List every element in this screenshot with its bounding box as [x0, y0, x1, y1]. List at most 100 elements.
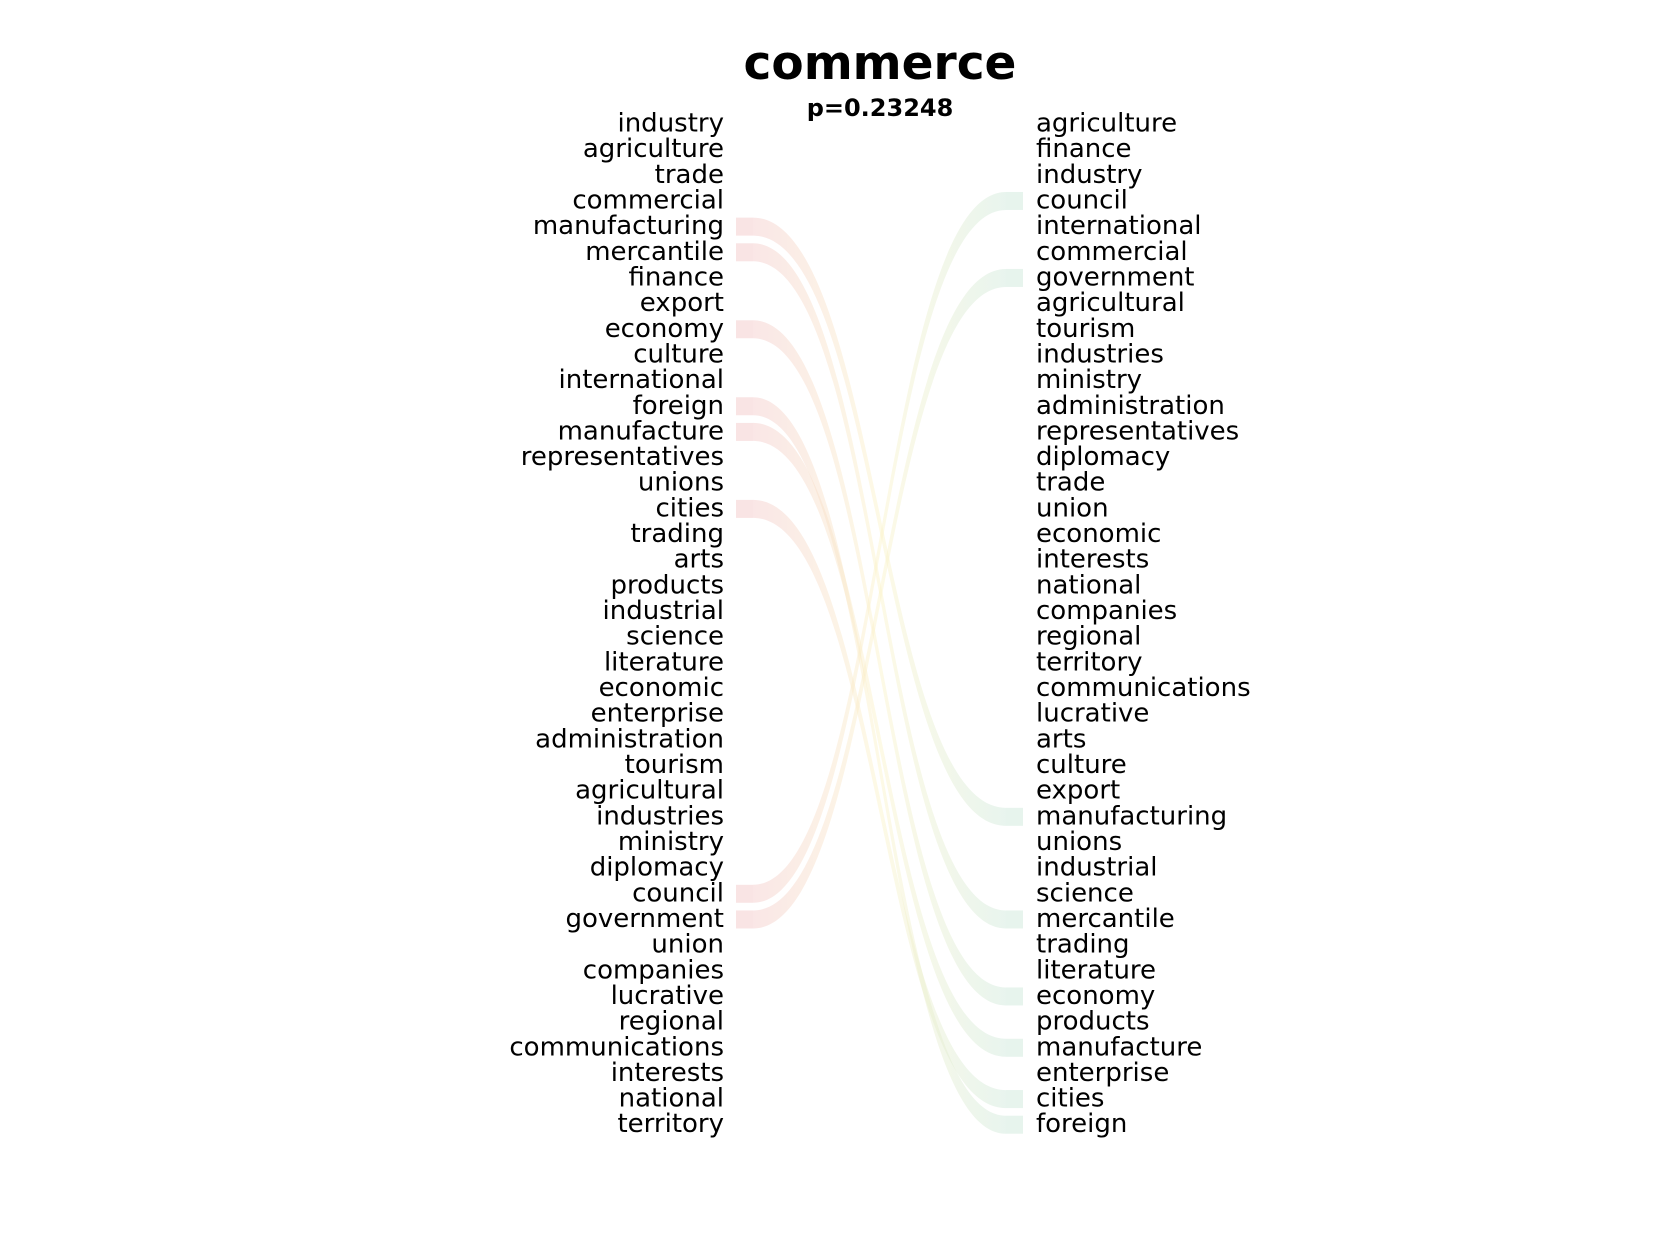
right-word-industry: industry [1036, 160, 1143, 190]
left-word-culture: culture [633, 339, 724, 369]
left-word-union: union [651, 930, 724, 960]
left-word-regional: regional [619, 1007, 724, 1037]
right-word-diplomacy: diplomacy [1036, 442, 1170, 472]
right-word-mercantile: mercantile [1036, 904, 1175, 934]
right-word-economic: economic [1036, 519, 1161, 549]
left-word-international: international [559, 365, 725, 395]
right-word-international: international [1036, 211, 1202, 241]
left-word-trade: trade [655, 160, 724, 190]
link-band-foreign [753, 397, 1006, 1134]
left-word-communications: communications [509, 1032, 724, 1062]
left-word-agricultural: agricultural [575, 776, 724, 806]
link-left-marker-manufacturing [736, 217, 753, 236]
link-band-manufacturing [753, 217, 1006, 826]
right-word-foreign: foreign [1036, 1109, 1127, 1139]
link-left-marker-cities [736, 499, 753, 518]
right-word-science: science [1036, 878, 1134, 908]
right-word-agriculture: agriculture [1036, 109, 1177, 139]
right-word-industrial: industrial [1036, 853, 1158, 883]
right-word-agricultural: agricultural [1036, 288, 1185, 318]
right-word-communications: communications [1036, 673, 1251, 703]
left-word-interests: interests [611, 1058, 724, 1088]
right-word-finance: finance [1036, 134, 1132, 164]
link-band-mercantile [753, 243, 1006, 929]
right-word-unions: unions [1036, 827, 1122, 857]
right-word-ministry: ministry [1036, 365, 1142, 395]
left-word-industrial: industrial [603, 596, 725, 626]
right-word-products: products [1036, 1007, 1150, 1037]
right-word-export: export [1036, 776, 1120, 806]
left-word-diplomacy: diplomacy [590, 853, 724, 883]
left-word-commercial: commercial [572, 185, 724, 215]
right-word-companies: companies [1036, 596, 1177, 626]
link-left-marker-government [736, 910, 753, 929]
link-right-marker-government [1006, 268, 1023, 287]
link-left-marker-mercantile [736, 243, 753, 262]
left-word-lucrative: lucrative [611, 981, 724, 1011]
link-right-marker-mercantile [1006, 910, 1023, 929]
right-word-list: agriculturefinanceindustrycouncilinterna… [1036, 109, 1251, 1140]
left-word-finance: finance [628, 262, 724, 292]
link-right-marker-manufacture [1006, 1038, 1023, 1057]
left-word-list: industryagriculturetradecommercialmanufa… [509, 109, 724, 1140]
left-word-arts: arts [674, 545, 724, 575]
left-word-national: national [619, 1084, 724, 1114]
right-word-tourism: tourism [1036, 314, 1135, 344]
right-word-regional: regional [1036, 622, 1141, 652]
left-word-products: products [610, 570, 724, 600]
link-right-marker-cities [1006, 1090, 1023, 1109]
left-word-companies: companies [583, 955, 724, 985]
left-word-representatives: representatives [521, 442, 724, 472]
link-band-government [753, 268, 1006, 929]
left-word-manufacture: manufacture [558, 416, 724, 446]
left-word-mercantile: mercantile [585, 237, 724, 267]
right-word-manufacturing: manufacturing [1036, 801, 1227, 831]
link-right-marker-council [1006, 191, 1023, 210]
link-right-marker-economy [1006, 987, 1023, 1006]
right-word-manufacture: manufacture [1036, 1032, 1202, 1062]
left-word-territory: territory [617, 1109, 724, 1139]
left-word-administration: administration [535, 724, 724, 754]
chart-title: commerce [744, 36, 1017, 91]
left-word-industry: industry [617, 109, 724, 139]
link-left-marker-foreign [736, 397, 753, 416]
right-word-administration: administration [1036, 391, 1225, 421]
rank-links [736, 191, 1023, 1134]
left-word-manufacturing: manufacturing [533, 211, 724, 241]
right-word-literature: literature [1036, 955, 1156, 985]
right-word-arts: arts [1036, 724, 1086, 754]
right-word-representatives: representatives [1036, 416, 1239, 446]
link-band-cities [753, 499, 1006, 1109]
left-word-science: science [626, 622, 724, 652]
left-word-industries: industries [596, 801, 724, 831]
link-left-marker-economy [736, 320, 753, 339]
link-left-marker-manufacture [736, 422, 753, 441]
right-word-lucrative: lucrative [1036, 699, 1149, 729]
link-right-marker-manufacturing [1006, 807, 1023, 826]
left-word-unions: unions [638, 468, 724, 498]
right-word-council: council [1036, 185, 1128, 215]
right-word-national: national [1036, 570, 1141, 600]
left-word-trading: trading [630, 519, 724, 549]
link-band-council [753, 191, 1006, 903]
right-word-industries: industries [1036, 339, 1164, 369]
left-word-enterprise: enterprise [591, 699, 724, 729]
right-word-trading: trading [1036, 930, 1130, 960]
left-word-literature: literature [604, 647, 724, 677]
left-word-foreign: foreign [633, 391, 724, 421]
right-word-government: government [1036, 262, 1195, 292]
right-word-economy: economy [1036, 981, 1155, 1011]
left-word-council: council [632, 878, 724, 908]
left-word-government: government [565, 904, 724, 934]
left-word-tourism: tourism [625, 750, 724, 780]
link-right-marker-foreign [1006, 1115, 1023, 1134]
right-word-territory: territory [1036, 647, 1143, 677]
right-word-interests: interests [1036, 545, 1149, 575]
right-word-enterprise: enterprise [1036, 1058, 1169, 1088]
link-left-marker-council [736, 884, 753, 903]
link-band-economy [753, 320, 1006, 1006]
right-word-cities: cities [1036, 1084, 1104, 1114]
left-word-cities: cities [656, 493, 724, 523]
left-word-ministry: ministry [618, 827, 724, 857]
right-word-union: union [1036, 493, 1109, 523]
